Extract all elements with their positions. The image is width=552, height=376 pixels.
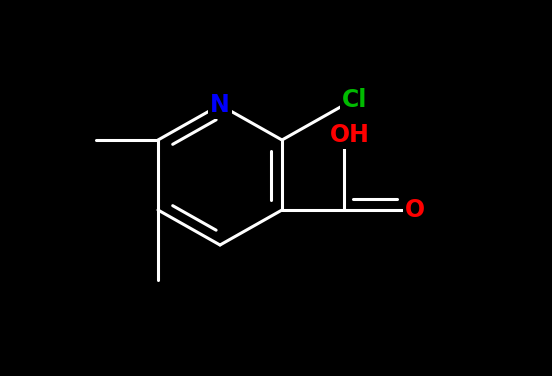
Text: OH: OH (330, 123, 370, 147)
Text: N: N (210, 93, 230, 117)
Text: Cl: Cl (342, 88, 368, 112)
Text: O: O (405, 198, 425, 222)
